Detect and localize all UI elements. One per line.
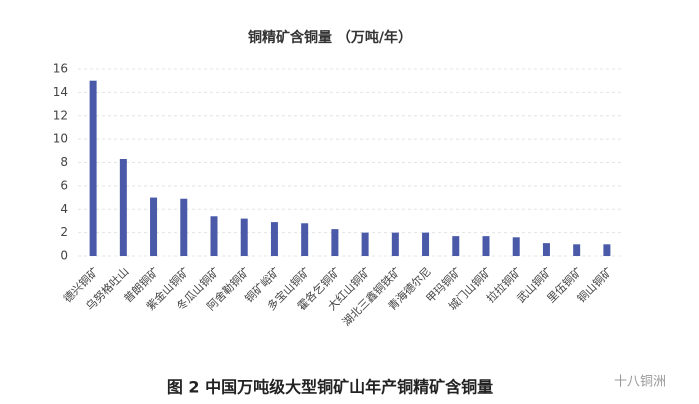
- bar: [89, 80, 97, 256]
- bar: [270, 222, 278, 256]
- bar: [452, 236, 460, 256]
- caption: 图 2 中国万吨级大型铜矿山年产铜精矿含铜量: [167, 378, 493, 397]
- bar: [301, 223, 309, 256]
- bar: [391, 232, 399, 256]
- y-tick-label: 14: [53, 85, 68, 99]
- bar: [422, 232, 430, 256]
- watermark: 十八铜洲: [614, 375, 666, 390]
- bar: [119, 158, 127, 256]
- y-tick-label: 16: [53, 62, 68, 76]
- bar: [240, 218, 248, 256]
- y-tick-label: 8: [60, 155, 68, 169]
- y-tick-label: 2: [60, 225, 68, 239]
- bar: [542, 243, 550, 256]
- bar: [150, 197, 158, 256]
- bar: [361, 232, 369, 256]
- y-tick-label: 4: [60, 202, 68, 216]
- y-tick-label: 10: [53, 132, 68, 146]
- bar: [573, 244, 581, 256]
- bar: [331, 229, 339, 256]
- bar: [482, 236, 490, 256]
- y-tick-label: 6: [60, 178, 68, 192]
- bar: [180, 198, 188, 256]
- y-tick-label: 0: [60, 249, 68, 263]
- chart-title: 铜精矿含铜量 （万吨/年）: [248, 29, 412, 46]
- y-tick-label: 12: [53, 108, 68, 122]
- bar: [603, 244, 611, 256]
- bar: [210, 216, 218, 256]
- bar: [512, 237, 520, 256]
